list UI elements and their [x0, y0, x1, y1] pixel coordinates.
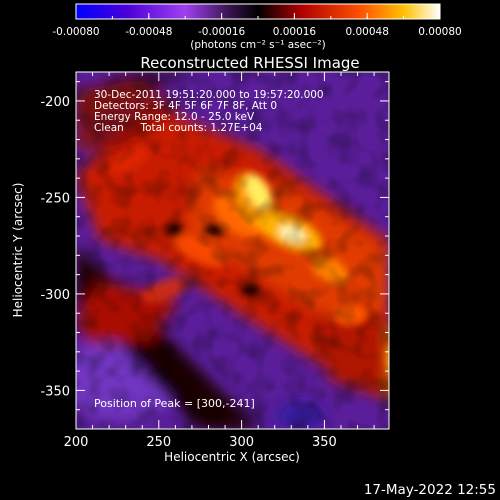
x-tick-label: 200 — [64, 435, 89, 450]
footer-timestamp: 17-May-2022 12:55 — [364, 482, 496, 498]
axis-tick-marks — [75, 72, 389, 429]
peak-position-label: Position of Peak = [300,-241] — [94, 397, 255, 410]
annotation-line: Detectors: 3F 4F 5F 6F 7F 8F, Att 0 — [94, 100, 277, 112]
plot-frame — [75, 71, 390, 430]
colorbar-tick-label: 0.00016 — [273, 26, 317, 38]
annotation-line: 30-Dec-2011 19:51:20.000 to 19:57:20.000 — [94, 89, 324, 101]
y-tick-label: -250 — [40, 191, 70, 206]
annotation-line: Clean Total counts: 1.27E+04 — [94, 122, 263, 134]
colorbar-tick-label: 0.00048 — [345, 26, 388, 38]
colorbar-tick-label: -0.00080 — [52, 26, 99, 38]
colorbar-tick-label: -0.00048 — [125, 26, 172, 38]
y-tick-labels: -200 -250 -300 -350 — [40, 95, 70, 399]
annotation-block: 30-Dec-2011 19:51:20.000 to 19:57:20.000… — [94, 89, 324, 134]
y-tick-label: -300 — [40, 288, 70, 303]
x-tick-label: 350 — [312, 435, 337, 450]
x-axis-label: Heliocentric X (arcsec) — [164, 450, 300, 464]
colorbar-tick-label: 0.00080 — [418, 26, 461, 38]
y-tick-label: -350 — [40, 384, 70, 399]
y-axis-label: Heliocentric Y (arcsec) — [11, 183, 25, 318]
colorbar: -0.00080 -0.00048 -0.00016 0.00016 0.00048 0.… — [52, 3, 462, 51]
y-tick-label: -200 — [40, 95, 70, 110]
colorbar-tick-marks — [75, 13, 441, 19]
x-tick-labels: 200 250 300 350 — [64, 435, 337, 450]
x-tick-label: 300 — [229, 435, 254, 450]
annotation-line: Energy Range: 12.0 - 25.0 keV — [94, 111, 255, 123]
colorbar-tick-label: -0.00016 — [198, 26, 246, 38]
chart-title: Reconstructed RHESSI Image — [140, 54, 359, 72]
x-tick-label: 250 — [146, 435, 171, 450]
heatmap-image — [76, 72, 389, 429]
colorbar-tick-labels: -0.00080 -0.00048 -0.00016 0.00016 0.00048 0.… — [52, 26, 461, 38]
colorbar-units-label: (photons cm⁻² s⁻¹ asec⁻²) — [190, 39, 325, 51]
